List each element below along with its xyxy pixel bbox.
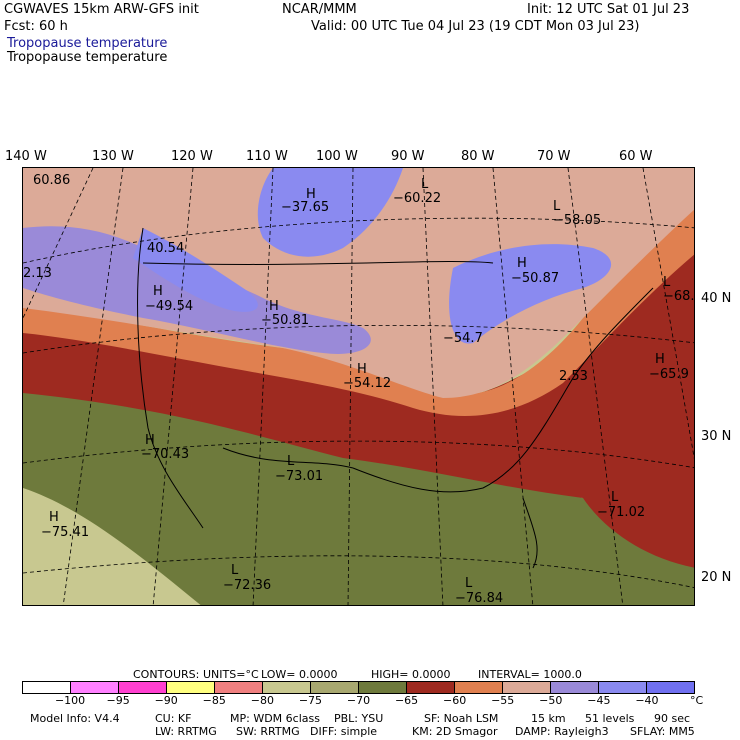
pbl-info: PBL: YSU	[334, 712, 384, 725]
colorbar-tick-label: −40	[635, 694, 659, 707]
colorbar-swatch	[23, 682, 71, 693]
temperature-field	[23, 168, 694, 605]
low-label: L −73.01	[275, 454, 324, 484]
lon-label: 140 W	[5, 149, 47, 164]
low-label: L −76.84	[455, 576, 504, 606]
damp-info: DAMP: Rayleigh3	[515, 725, 609, 738]
low-value: LOW= 0.0000	[261, 668, 338, 681]
high-label: H −75.41	[41, 510, 90, 540]
lw-info: LW: RRTMG	[155, 725, 217, 738]
lon-label: 90 W	[391, 149, 425, 164]
colorbar-tick-label: −75	[298, 694, 323, 707]
units-label: UNITS=°C	[203, 668, 259, 681]
sw-info: SW: RRTMG	[236, 725, 300, 738]
high-label: H −50.81	[261, 299, 310, 328]
colorbar-swatch	[263, 682, 311, 693]
colorbar-swatch	[215, 682, 263, 693]
colorbar-swatch	[167, 682, 215, 693]
colorbar-tick-label: −55	[491, 694, 515, 707]
low-label: L −58.05	[553, 199, 602, 228]
lon-label: 110 W	[246, 149, 288, 164]
colorbar-tick-label: −85	[202, 694, 226, 707]
colorbar-swatch	[71, 682, 119, 693]
colorbar-tick-label: −65	[394, 694, 419, 707]
colorbar-tick-label: −80	[250, 694, 274, 707]
extremum-label: 2.53	[559, 369, 588, 384]
interval-value: INTERVAL= 1000.0	[478, 668, 582, 681]
colorbar-swatch	[599, 682, 647, 693]
init-time: Init: 12 UTC Sat 01 Jul 23	[527, 2, 690, 17]
high-value: HIGH= 0.0000	[371, 668, 451, 681]
low-label: L−68.2	[663, 275, 695, 304]
forecast-hour: Fcst: 60 h	[4, 19, 68, 34]
high-label: H −37.65	[281, 187, 330, 215]
high-label: H −49.54	[145, 284, 194, 314]
colorbar-tick-label: −60	[443, 694, 467, 707]
high-label: H −65.9	[649, 352, 689, 382]
lat-label: 20 N	[701, 570, 732, 585]
sflay-info: SFLAY: MM5	[630, 725, 695, 738]
high-label: H −50.87	[511, 256, 560, 286]
lon-label: 80 W	[461, 149, 495, 164]
lon-label: 60 W	[619, 149, 653, 164]
high-label: H −70.43	[141, 433, 190, 462]
colorbar-swatch	[359, 682, 407, 693]
colorbar-swatch	[311, 682, 359, 693]
colorbar-swatch	[455, 682, 503, 693]
km-info: KM: 2D Smagor	[412, 725, 498, 738]
extremum-label: −54.7	[443, 331, 483, 346]
colorbar-swatch	[503, 682, 551, 693]
colorbar-unit: °C	[690, 694, 704, 707]
colorbar-tick-label: −100	[54, 694, 86, 707]
colorbar-tick-label: −50	[539, 694, 563, 707]
colorbar-tick-label: −95	[106, 694, 130, 707]
lon-label: 100 W	[316, 149, 358, 164]
lon-label: 120 W	[171, 149, 213, 164]
lat-label: 30 N	[701, 429, 732, 444]
field-title-blue: Tropopause temperature	[7, 36, 168, 51]
lon-label: 130 W	[92, 149, 134, 164]
levels-info: 51 levels	[585, 712, 635, 725]
model-title: CGWAVES 15km ARW-GFS init	[4, 2, 199, 17]
field-title: Tropopause temperature	[7, 50, 168, 65]
high-label: H −54.12	[343, 362, 392, 391]
colorbar-swatch	[551, 682, 599, 693]
lat-label: 40 N	[701, 291, 732, 306]
colorbar-swatch	[647, 682, 694, 693]
contours-label: CONTOURS:	[133, 668, 200, 681]
mp-info: MP: WDM 6class	[230, 712, 320, 725]
extremum-label: 2.13	[23, 266, 52, 281]
org-label: NCAR/MMM	[282, 2, 357, 17]
extremum-label: 60.86	[33, 173, 71, 188]
resolution-info: 15 km	[531, 712, 566, 725]
extremum-label: 40.54	[147, 241, 185, 256]
colorbar-tick-label: −45	[587, 694, 611, 707]
colorbar-swatch	[119, 682, 167, 693]
model-info: Model Info: V4.4	[30, 712, 120, 725]
timestep-info: 90 sec	[654, 712, 691, 725]
valid-time: Valid: 00 UTC Tue 04 Jul 23 (19 CDT Mon …	[311, 19, 640, 34]
low-label: L −71.02	[597, 490, 646, 520]
sf-info: SF: Noah LSM	[424, 712, 499, 725]
map-panel: 60.86 H −37.65 L −60.22 L −58.05 40.54 2.13…	[22, 167, 695, 606]
diff-info: DIFF: simple	[310, 725, 378, 738]
cu-info: CU: KF	[155, 712, 192, 725]
lon-label: 70 W	[537, 149, 571, 164]
colorbar-tick-label: −70	[346, 694, 371, 707]
low-label: L −60.22	[393, 177, 442, 206]
colorbar	[22, 681, 695, 694]
colorbar-swatch	[407, 682, 455, 693]
low-label: L −72.36	[223, 563, 272, 593]
colorbar-tick-label: −90	[154, 694, 178, 707]
